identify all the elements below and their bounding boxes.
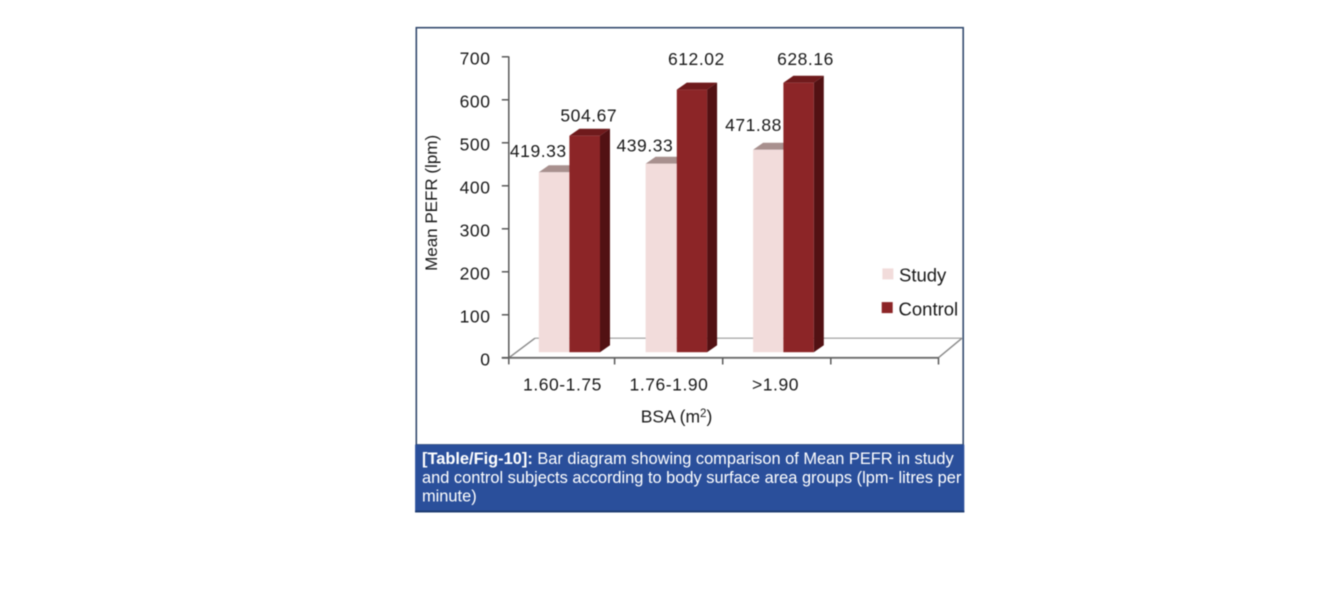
svg-text:Mean PEFR (lpm): Mean PEFR (lpm) [422, 135, 441, 271]
svg-text:>1.90: >1.90 [752, 375, 799, 395]
svg-text:439.33: 439.33 [616, 135, 673, 155]
svg-text:471.88: 471.88 [725, 115, 782, 135]
svg-text:200: 200 [460, 263, 491, 283]
svg-text:Control: Control [899, 298, 959, 319]
svg-text:100: 100 [460, 306, 491, 326]
svg-text:1.60-1.75: 1.60-1.75 [523, 375, 602, 395]
svg-text:500: 500 [460, 134, 491, 154]
svg-text:300: 300 [460, 220, 491, 240]
svg-text:0: 0 [480, 349, 490, 369]
svg-text:600: 600 [460, 91, 491, 111]
svg-text:BSA (m2): BSA (m2) [641, 407, 713, 427]
svg-text:1.76-1.90: 1.76-1.90 [630, 375, 709, 395]
svg-text:419.33: 419.33 [510, 141, 567, 161]
svg-text:612.02: 612.02 [668, 49, 725, 69]
svg-text:and control subjects according: and control subjects according to body s… [422, 469, 962, 487]
svg-text:700: 700 [460, 48, 491, 68]
svg-text:504.67: 504.67 [560, 106, 617, 126]
svg-text:[Table/Fig-10]: Bar diagram sh: [Table/Fig-10]: Bar diagram showing comp… [422, 450, 954, 468]
svg-text:400: 400 [460, 177, 491, 197]
svg-text:628.16: 628.16 [777, 49, 834, 69]
svg-text:minute): minute) [422, 488, 477, 506]
svg-text:Study: Study [899, 265, 947, 286]
